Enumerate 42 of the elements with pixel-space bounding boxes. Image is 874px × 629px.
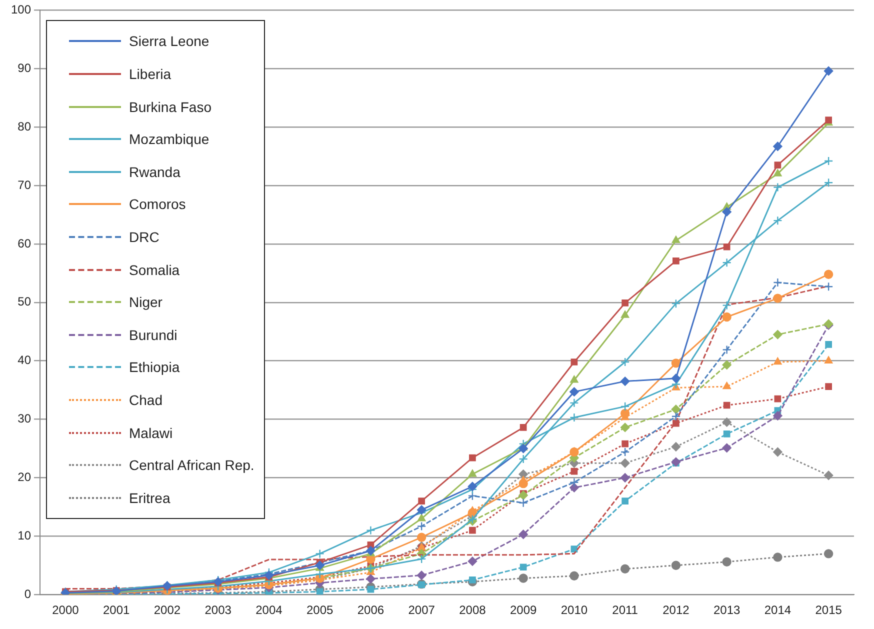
- x-tick-label: 2003: [204, 603, 232, 618]
- y-tick-label: 50: [18, 294, 32, 309]
- legend-label: Ethiopia: [129, 359, 180, 376]
- y-tick-label: 10: [18, 528, 32, 542]
- legend-label: Somalia: [129, 262, 180, 278]
- legend-label: Liberia: [129, 66, 172, 82]
- legend-label: DRC: [129, 229, 160, 246]
- y-tick-label: 40: [18, 353, 32, 368]
- x-tick-label: 2010: [560, 603, 588, 618]
- x-tick-label: 2009: [510, 603, 537, 618]
- x-tick-label: 2014: [764, 603, 792, 618]
- x-tick-label: 2002: [154, 603, 181, 618]
- x-tick-label: 2012: [662, 603, 690, 618]
- x-tick-label: 2005: [306, 603, 334, 618]
- y-tick-label: 20: [18, 470, 32, 484]
- x-tick-label: 2004: [256, 603, 283, 618]
- legend-label: Comoros: [129, 196, 186, 212]
- legend-label: Niger: [129, 294, 162, 310]
- x-tick-label: 2015: [815, 603, 842, 618]
- x-tick-label: 2000: [52, 603, 80, 618]
- y-tick-label: 90: [18, 60, 32, 75]
- y-tick-label: 0: [24, 586, 32, 601]
- legend-label: Sierra Leone: [129, 33, 210, 50]
- y-tick-label: 100: [10, 2, 32, 17]
- x-tick-label: 2001: [102, 603, 130, 618]
- y-tick-label: 60: [18, 236, 32, 250]
- legend-label: Chad: [129, 392, 162, 408]
- legend-label: Mozambique: [129, 131, 210, 148]
- legend-label: Burundi: [129, 326, 178, 343]
- legend-label: Central African Rep.: [129, 457, 254, 474]
- x-tick-label: 2006: [357, 603, 384, 618]
- y-tick-label: 30: [18, 412, 32, 426]
- x-tick-label: 2007: [408, 603, 436, 618]
- y-tick-label: 80: [18, 119, 32, 134]
- x-tick-label: 2013: [713, 603, 740, 618]
- x-tick-label: 2008: [459, 603, 486, 618]
- legend-label: Rwanda: [129, 164, 180, 180]
- legend-label: Burkina Faso: [129, 98, 212, 115]
- y-tick-label: 70: [18, 178, 32, 192]
- legend-label: Malawi: [129, 424, 173, 441]
- legend-label: Eritrea: [129, 490, 170, 506]
- x-tick-label: 2011: [612, 603, 638, 618]
